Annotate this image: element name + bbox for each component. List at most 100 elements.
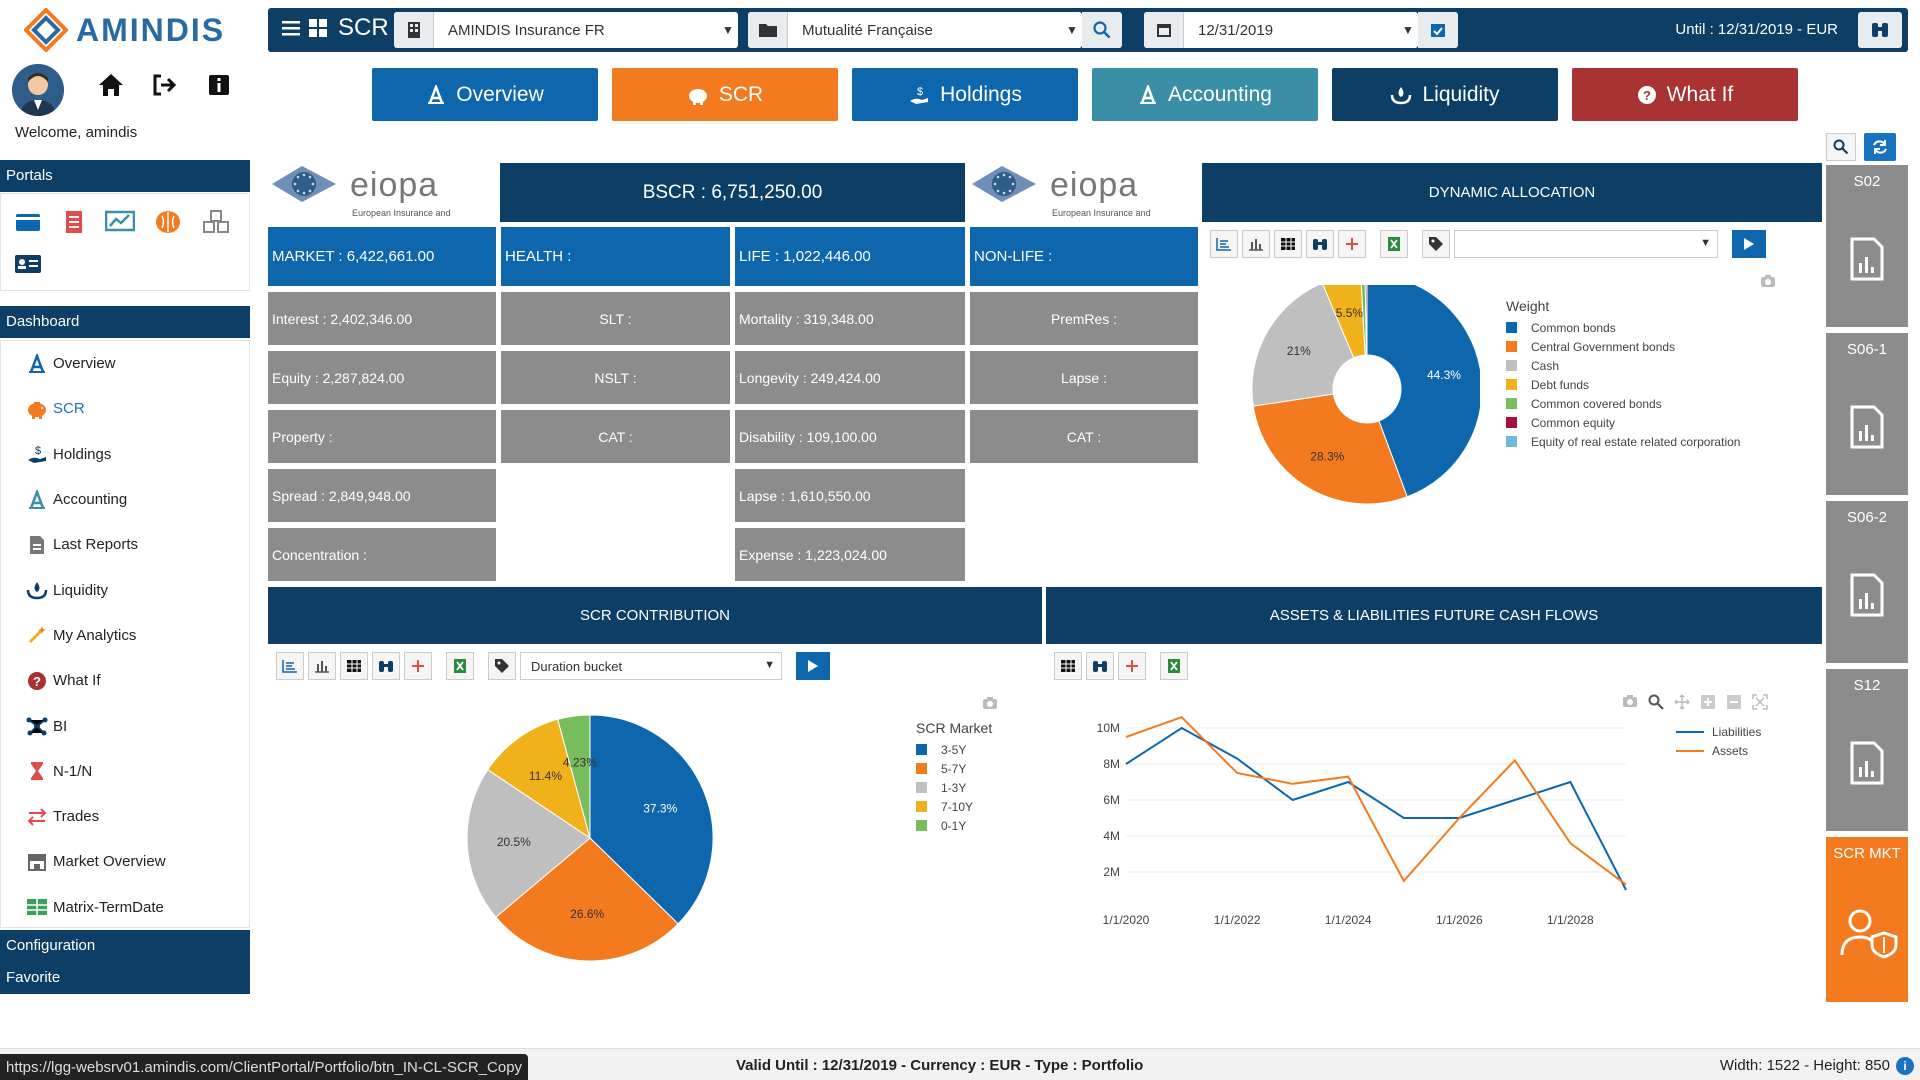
legend-item[interactable]: Equity of real estate related corporatio… [1506, 432, 1740, 451]
pan-icon[interactable] [1674, 694, 1690, 710]
sidebar-item-scr[interactable]: SCR [1, 386, 249, 431]
calendar-button[interactable] [1418, 12, 1458, 48]
zoom-out-icon[interactable] [1726, 694, 1742, 710]
legend-item[interactable]: Assets [1676, 741, 1761, 760]
avatar[interactable] [12, 64, 64, 116]
tag-icon[interactable] [488, 652, 516, 680]
report-s02[interactable]: S02 [1826, 165, 1908, 327]
table-icon[interactable] [1274, 230, 1302, 258]
excel-icon[interactable] [1160, 652, 1188, 680]
tab-overview[interactable]: Overview [372, 68, 598, 121]
sidebar-item-overview[interactable]: Overview [1, 341, 249, 386]
report-s06-2[interactable]: S06-2 [1826, 501, 1908, 663]
legend-item[interactable]: 7-10Y [916, 797, 992, 816]
legend-item[interactable]: 3-5Y [916, 740, 992, 759]
run-button[interactable] [796, 652, 830, 680]
allocation-select[interactable]: ▼ [1454, 230, 1718, 258]
portals-header[interactable]: Portals [0, 160, 250, 192]
zoom-icon[interactable] [1648, 694, 1664, 710]
report-scr-mkt[interactable]: SCR MKT [1826, 837, 1908, 1002]
pie-slice[interactable] [589, 714, 714, 925]
table-icon[interactable] [1054, 652, 1082, 680]
document-list-icon[interactable] [59, 208, 89, 236]
legend-item[interactable]: Common covered bonds [1506, 394, 1740, 413]
dashboard-header[interactable]: Dashboard [0, 306, 250, 338]
market-module[interactable]: MARKET : 6,422,661.00 [268, 227, 496, 286]
pie-slice[interactable] [1252, 393, 1408, 505]
legend-item[interactable]: Cash [1506, 356, 1740, 375]
legend-item[interactable]: Liabilities [1676, 722, 1761, 741]
excel-icon[interactable] [1380, 230, 1408, 258]
tab-liquidity[interactable]: Liquidity [1332, 68, 1558, 121]
refresh-button[interactable] [1864, 133, 1896, 161]
sidebar-item-trades[interactable]: Trades [1, 794, 249, 839]
line-chart-icon[interactable] [276, 652, 304, 680]
excel-icon[interactable] [446, 652, 474, 680]
wallet-icon[interactable] [13, 208, 43, 236]
info-icon[interactable]: i [1896, 1057, 1914, 1075]
legend-item[interactable]: Common equity [1506, 413, 1740, 432]
report-s12[interactable]: S12 [1826, 669, 1908, 831]
bar-chart-icon[interactable] [1242, 230, 1270, 258]
series-line-liabilities[interactable] [1125, 726, 1627, 891]
portfolio-select[interactable]: Mutualité Française ▼ [748, 12, 1082, 48]
sidebar-item-matrix-termdate[interactable]: Matrix-TermDate [1, 885, 249, 930]
legend-item[interactable]: 1-3Y [916, 778, 992, 797]
pie-slice[interactable] [1251, 285, 1355, 407]
sidebar-item-n-1-n[interactable]: N-1/N [1, 749, 249, 794]
sidebar-item-my-analytics[interactable]: My Analytics [1, 613, 249, 658]
plus-icon[interactable] [1338, 230, 1366, 258]
pie-slice[interactable] [557, 714, 591, 839]
entity-select[interactable]: AMINDIS Insurance FR ▼ [394, 12, 738, 48]
camera-icon[interactable] [1622, 694, 1638, 708]
binoculars-icon[interactable] [1306, 230, 1334, 258]
life-module[interactable]: LIFE : 1,022,446.00 [735, 227, 965, 286]
run-button[interactable] [1732, 230, 1766, 258]
zoom-in-icon[interactable] [1700, 694, 1716, 710]
info-icon[interactable] [204, 70, 234, 100]
id-card-icon[interactable] [13, 250, 43, 278]
pie-slice[interactable] [495, 837, 679, 962]
camera-icon[interactable] [982, 696, 998, 710]
tab-holdings[interactable]: $ Holdings [852, 68, 1078, 121]
pie-slice[interactable] [466, 768, 591, 918]
table-icon[interactable] [340, 652, 368, 680]
tab-scr[interactable]: SCR [612, 68, 838, 121]
logout-icon[interactable] [150, 70, 180, 100]
series-line-assets[interactable] [1125, 716, 1627, 886]
line-chart-icon[interactable] [1210, 230, 1238, 258]
sidebar-item-what-if[interactable]: ? What If [1, 658, 249, 703]
brain-icon[interactable] [153, 208, 183, 236]
sidebar-item-liquidity[interactable]: Liquidity [1, 567, 249, 612]
report-s06-1[interactable]: S06-1 [1826, 333, 1908, 495]
tab-what-if[interactable]: ? What If [1572, 68, 1798, 121]
legend-item[interactable]: Debt funds [1506, 375, 1740, 394]
pie-slice[interactable] [487, 718, 591, 840]
non-life-module[interactable]: NON-LIFE : [970, 227, 1198, 286]
legend-item[interactable]: 5-7Y [916, 759, 992, 778]
menu-toggle[interactable] [282, 18, 328, 38]
sidebar-item-holdings[interactable]: $ Holdings [1, 432, 249, 477]
duration-bucket-select[interactable]: Duration bucket ▼ [520, 652, 782, 680]
sidebar-item-accounting[interactable]: Accounting [1, 477, 249, 522]
plus-icon[interactable] [404, 652, 432, 680]
sidebar-item-bi[interactable]: BI [1, 703, 249, 748]
sidebar-item-last-reports[interactable]: Last Reports [1, 522, 249, 567]
legend-item[interactable]: 0-1Y [916, 816, 992, 835]
autoscale-icon[interactable] [1752, 694, 1768, 710]
home-icon[interactable] [96, 70, 126, 100]
plus-icon[interactable] [1118, 652, 1146, 680]
search-button[interactable] [1082, 12, 1122, 48]
cubes-icon[interactable] [201, 208, 231, 236]
bar-chart-icon[interactable] [308, 652, 336, 680]
legend-item[interactable]: Central Government bonds [1506, 337, 1740, 356]
tag-icon[interactable] [1422, 230, 1450, 258]
binoculars-button[interactable] [1858, 12, 1902, 48]
chart-board-icon[interactable] [105, 208, 135, 236]
configuration-header[interactable]: Configuration [0, 930, 250, 962]
legend-item[interactable]: Common bonds [1506, 318, 1740, 337]
camera-icon[interactable] [1760, 274, 1776, 288]
amindis-logo[interactable]: AMINDIS [24, 6, 225, 54]
binoculars-icon[interactable] [372, 652, 400, 680]
binoculars-icon[interactable] [1086, 652, 1114, 680]
